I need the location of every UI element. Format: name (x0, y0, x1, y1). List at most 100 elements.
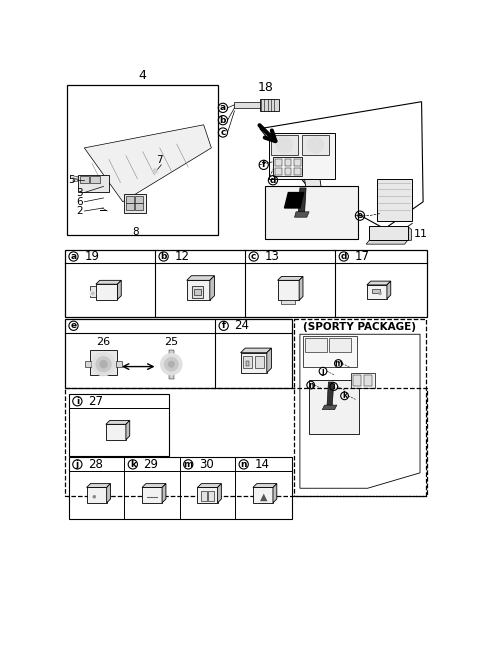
Bar (85, 361, 91, 367)
Circle shape (96, 356, 111, 372)
Polygon shape (277, 276, 303, 280)
Bar (294, 159, 300, 166)
Text: 17: 17 (355, 250, 370, 263)
Polygon shape (217, 483, 221, 503)
Bar (305, 338, 327, 352)
Text: 4: 4 (138, 69, 146, 82)
Bar (302, 135, 329, 155)
Bar (67, 84, 217, 235)
Polygon shape (86, 483, 110, 487)
Bar (194, 289, 201, 295)
Bar (90, 286, 96, 297)
Text: 28: 28 (88, 458, 103, 471)
Bar (135, 196, 143, 203)
Text: a: a (71, 252, 77, 261)
Text: 26: 26 (96, 337, 110, 347)
Bar (80, 176, 89, 183)
Bar (187, 280, 210, 301)
Bar (303, 336, 357, 367)
Text: f: f (222, 321, 226, 330)
Bar (294, 168, 300, 175)
Text: 3: 3 (76, 187, 83, 198)
Bar (367, 285, 387, 299)
Polygon shape (387, 281, 391, 299)
Polygon shape (299, 188, 306, 214)
Bar (65, 388, 427, 496)
Circle shape (100, 360, 108, 368)
Text: 27: 27 (88, 395, 103, 407)
Bar (240, 353, 267, 373)
Polygon shape (299, 276, 303, 301)
Bar (116, 361, 122, 367)
Bar (124, 194, 146, 214)
Polygon shape (285, 193, 304, 208)
Polygon shape (162, 483, 166, 503)
Bar (69, 457, 292, 519)
Bar (253, 487, 273, 503)
Bar (364, 375, 372, 386)
Bar (197, 487, 217, 503)
Bar (275, 168, 282, 175)
Text: 8: 8 (132, 227, 138, 237)
Text: 12: 12 (174, 250, 190, 263)
Polygon shape (142, 483, 166, 487)
Bar (69, 394, 169, 456)
Text: i: i (333, 382, 335, 391)
Text: e: e (357, 211, 363, 220)
Bar (285, 159, 291, 166)
Text: n: n (308, 381, 313, 390)
Circle shape (91, 292, 94, 295)
Polygon shape (96, 280, 121, 284)
Bar (169, 350, 174, 354)
Text: 13: 13 (264, 250, 279, 263)
Text: d: d (270, 176, 276, 185)
Circle shape (164, 358, 178, 371)
Text: 7: 7 (156, 155, 162, 165)
Polygon shape (118, 280, 121, 299)
Polygon shape (300, 334, 420, 488)
Bar (126, 203, 133, 210)
Text: j: j (76, 460, 79, 469)
Polygon shape (197, 483, 221, 487)
Bar (369, 227, 408, 240)
Bar (208, 491, 215, 500)
Bar (377, 179, 411, 221)
Text: 25: 25 (164, 337, 179, 347)
Text: e: e (71, 321, 77, 330)
Bar (65, 250, 427, 317)
Bar (281, 301, 295, 304)
Text: ▲: ▲ (260, 492, 267, 502)
Bar (96, 284, 118, 299)
Text: f: f (262, 160, 266, 170)
Circle shape (160, 354, 182, 375)
Polygon shape (295, 212, 309, 217)
Bar (273, 157, 302, 176)
Circle shape (153, 169, 157, 174)
Bar (285, 168, 291, 175)
Circle shape (90, 290, 96, 297)
Bar (192, 286, 203, 298)
Text: j: j (322, 367, 324, 376)
Bar (265, 187, 358, 239)
Bar (90, 176, 100, 183)
Bar (78, 175, 109, 192)
Text: m: m (335, 359, 342, 368)
Bar (271, 135, 299, 155)
Text: 18: 18 (257, 81, 273, 94)
Bar (90, 350, 118, 375)
Polygon shape (367, 281, 391, 285)
Text: 24: 24 (234, 319, 250, 332)
Circle shape (92, 353, 115, 376)
Text: m: m (183, 460, 193, 469)
Text: b: b (220, 116, 226, 124)
Bar (260, 99, 279, 111)
Bar (372, 289, 380, 293)
Bar (65, 319, 292, 388)
Polygon shape (304, 179, 323, 200)
Text: 30: 30 (199, 458, 214, 471)
Polygon shape (107, 483, 110, 503)
Text: c: c (220, 128, 226, 137)
Bar (351, 373, 374, 388)
Circle shape (93, 495, 96, 498)
Bar (201, 491, 207, 500)
